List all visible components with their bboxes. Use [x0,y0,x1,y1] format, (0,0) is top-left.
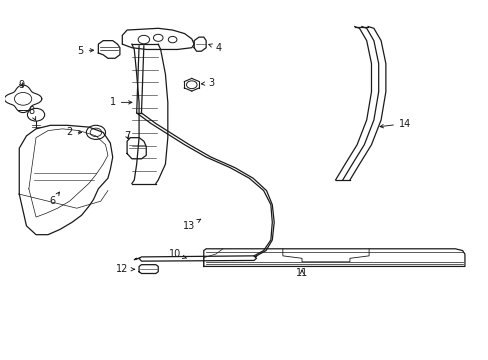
Text: 5: 5 [77,45,93,55]
Text: 14: 14 [379,118,410,129]
Text: 1: 1 [109,98,132,107]
Text: 13: 13 [183,219,201,231]
Text: 6: 6 [50,192,59,206]
Text: 4: 4 [208,43,221,53]
Text: 2: 2 [66,127,81,138]
Text: 3: 3 [201,78,214,88]
Text: 8: 8 [28,106,36,120]
Text: 12: 12 [116,264,134,274]
Text: 10: 10 [168,249,186,259]
Text: 7: 7 [124,131,130,141]
Text: 11: 11 [295,269,307,279]
Text: 9: 9 [19,80,25,90]
